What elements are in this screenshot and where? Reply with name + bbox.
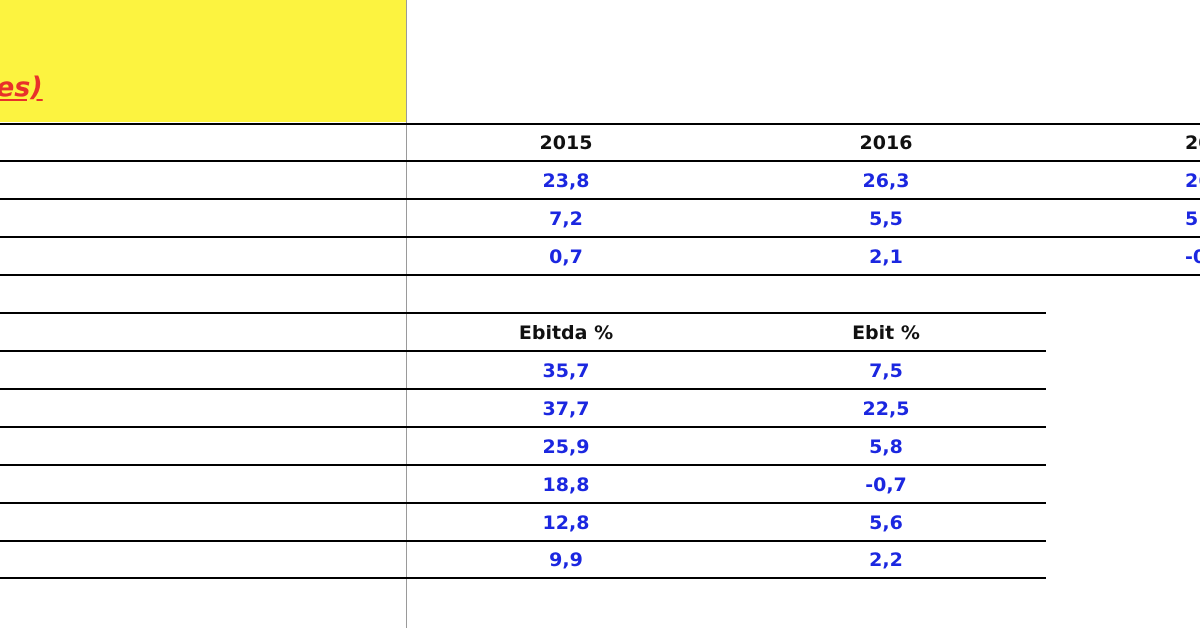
table1-rule	[0, 123, 1200, 125]
table2-rule	[0, 502, 1046, 504]
title-banner: es)	[0, 0, 406, 122]
column-divider	[406, 0, 407, 628]
table2-cell: 12,8	[542, 512, 590, 534]
year-header-clipped: 20	[1185, 132, 1200, 154]
table1-cell: 7,2	[549, 208, 583, 230]
ebit-header: Ebit %	[852, 322, 920, 344]
table1-cell: 23,8	[542, 170, 590, 192]
table2-rule	[0, 388, 1046, 390]
table1-cell: 5,5	[869, 208, 903, 230]
table2-cell: 25,9	[542, 436, 590, 458]
ebitda-header: Ebitda %	[518, 322, 614, 344]
table1-cell: 26	[1185, 170, 1200, 192]
table1-rule	[0, 160, 1200, 162]
table1-rule	[0, 274, 1200, 276]
table2-cell: 18,8	[542, 474, 590, 496]
table1-cell: -0	[1185, 246, 1200, 268]
table1-rule	[0, 198, 1200, 200]
table2-rule	[0, 350, 1046, 352]
sheet-title: es)	[0, 72, 43, 103]
table2-rule	[0, 464, 1046, 466]
year-header-2016: 2016	[859, 132, 913, 154]
table2-cell: 5,6	[869, 512, 903, 534]
table2-rule	[0, 540, 1046, 542]
table1-rule	[0, 236, 1200, 238]
year-header-2015: 2015	[539, 132, 593, 154]
table1-clipped-column: 20 26 5 -0	[1120, 0, 1200, 628]
table2-rule	[0, 577, 1046, 579]
table1-cell: 5	[1185, 208, 1199, 230]
table2-cell: 5,8	[869, 436, 903, 458]
table2-rule	[0, 426, 1046, 428]
table2-cell: 37,7	[542, 398, 590, 420]
table2-cell: 22,5	[862, 398, 910, 420]
table1-cell: 0,7	[549, 246, 583, 268]
table2-cell: 7,5	[869, 360, 903, 382]
table1-cell: 2,1	[869, 246, 903, 268]
table2-cell: 9,9	[549, 549, 583, 571]
table2-cell: 2,2	[869, 549, 903, 571]
table2-cell: 35,7	[542, 360, 590, 382]
table2-rule	[0, 312, 1046, 314]
table2-cell: -0,7	[865, 474, 907, 496]
table1-cell: 26,3	[862, 170, 910, 192]
